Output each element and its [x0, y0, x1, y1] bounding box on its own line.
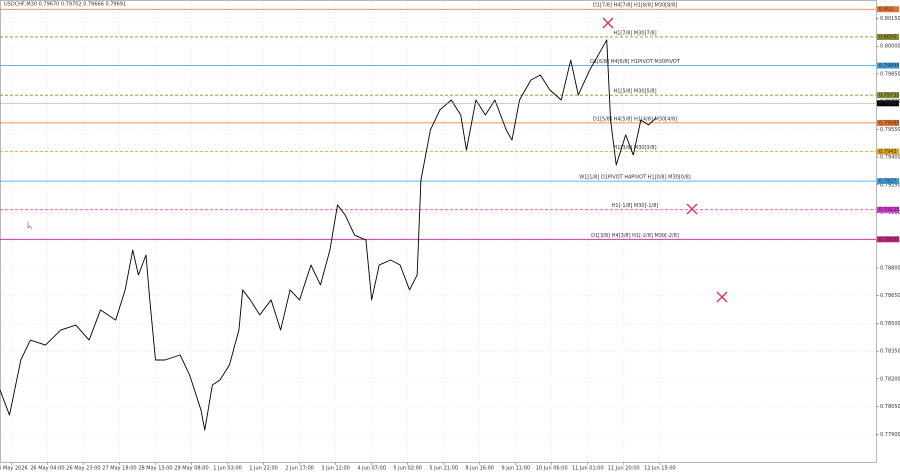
level-price-label: 0.79585 — [879, 120, 900, 126]
x-tick-label: 26 May 04:00 — [30, 466, 64, 472]
level-label: D1[6/8] H4[6/8] H1PIVOT M30PIVOT — [590, 59, 681, 65]
level-price-box — [877, 6, 899, 13]
level-price-box — [877, 206, 899, 213]
y-tick-label: 0.79100 — [880, 210, 900, 216]
level-label: W1[1/8] D1PIVOT H4PIVOT H1[0/8] M30[0/8] — [579, 175, 691, 181]
y-tick-label: 0.78650 — [880, 293, 900, 299]
chart-title: USDCHF,M30 0.79670 0.79702 0.79666 0.796… — [4, 2, 126, 8]
y-tick-label: 0.78050 — [880, 404, 900, 410]
level-label: H1[-1/8] M30[-1/8] — [612, 203, 659, 209]
y-tick-label: 0.79400 — [880, 155, 900, 161]
plot-frame — [0, 0, 877, 463]
x-tick-label: 5 Jun 02:00 — [393, 466, 422, 472]
cross-markers — [602, 17, 728, 303]
x-tick-label: 25 May 2026 — [0, 466, 28, 472]
y-tick-label: 0.77900 — [880, 432, 900, 438]
x-tick-label: 29 May 08:00 — [174, 466, 208, 472]
level-price-box — [877, 178, 899, 185]
level-price-label: 0.79895 — [879, 63, 900, 69]
x-tick-label: 1 Jun 22:00 — [249, 466, 278, 472]
x-tick-label: 26 May 23:00 — [66, 466, 100, 472]
x-tick-label: 12 Jun 15:00 — [644, 466, 676, 472]
level-price-label: 0.7943 — [879, 149, 897, 155]
x-tick-label: 27 May 18:00 — [102, 466, 136, 472]
y-tick-label: 0.78200 — [880, 376, 900, 382]
x-tick-label: 2 Jun 17:00 — [285, 466, 314, 472]
y-tick-label: 0.79250 — [880, 182, 900, 188]
y-tick-label: 0.79550 — [880, 127, 900, 133]
x-tick-label: 11 Jun 20:00 — [608, 466, 640, 472]
x-tick-label: 9 Jun 11:00 — [501, 466, 530, 472]
x-tick-label: 3 Jun 12:00 — [321, 466, 350, 472]
level-price-box — [877, 62, 899, 69]
y-tick-label: 0.78800 — [880, 265, 900, 271]
y-tick-label: 0.79850 — [880, 71, 900, 77]
level-price-label: 0.78955 — [879, 237, 900, 243]
last-price-label: 0.79691 — [879, 101, 900, 107]
level-price-label: 0.79735 — [879, 93, 900, 99]
cross-marker — [716, 291, 728, 303]
level-price-label: 0.7927 — [879, 179, 897, 185]
x-tick-label: 10 Jun 06:00 — [536, 466, 568, 472]
level-label: D1[7/8] H4[7/8] H1[8/8] M30[8/8] — [593, 3, 677, 9]
x-tick-label: 8 Jun 16:00 — [465, 466, 494, 472]
level-price-box — [877, 33, 899, 40]
level-label: D1[5/8] H4[5/8] H1[4/8] M30[4/8] — [593, 116, 677, 122]
x-tick-label: 28 May 13:00 — [138, 466, 172, 472]
level-price-box — [877, 148, 899, 155]
level-price-label: 0.8005 — [879, 34, 897, 40]
x-tick-label: 5 Jun 21:00 — [429, 466, 458, 472]
level-price-box — [877, 236, 899, 243]
level-label: D1[3/8] H4[3/8] H1[-2/8] M30[-2/8] — [591, 233, 679, 239]
x-tick-label: 1 Jun 03:00 — [213, 466, 242, 472]
price-line — [0, 39, 657, 431]
x-tick-label: 11 Jun 01:00 — [572, 466, 604, 472]
level-label: H1[5/8] M30[5/8] — [613, 89, 656, 95]
cross-marker — [602, 17, 614, 29]
level-price-label: 0.79115 — [879, 207, 900, 213]
last-price-box — [877, 100, 899, 107]
level-price-box — [877, 119, 899, 126]
cross-marker — [686, 203, 698, 215]
y-tick-label: 0.78350 — [880, 349, 900, 355]
level-price-box — [877, 92, 899, 99]
level-price-label: 0.802 — [879, 7, 893, 13]
y-tick-label: 0.80000 — [880, 44, 900, 50]
x-tick-label: 4 Jun 07:00 — [357, 466, 386, 472]
y-tick-label: 0.78500 — [880, 321, 900, 327]
y-tick-label: 0.80150 — [880, 16, 900, 22]
level-label: H1[7/8] M30[7/8] — [613, 30, 656, 36]
cursor — [27, 222, 33, 230]
